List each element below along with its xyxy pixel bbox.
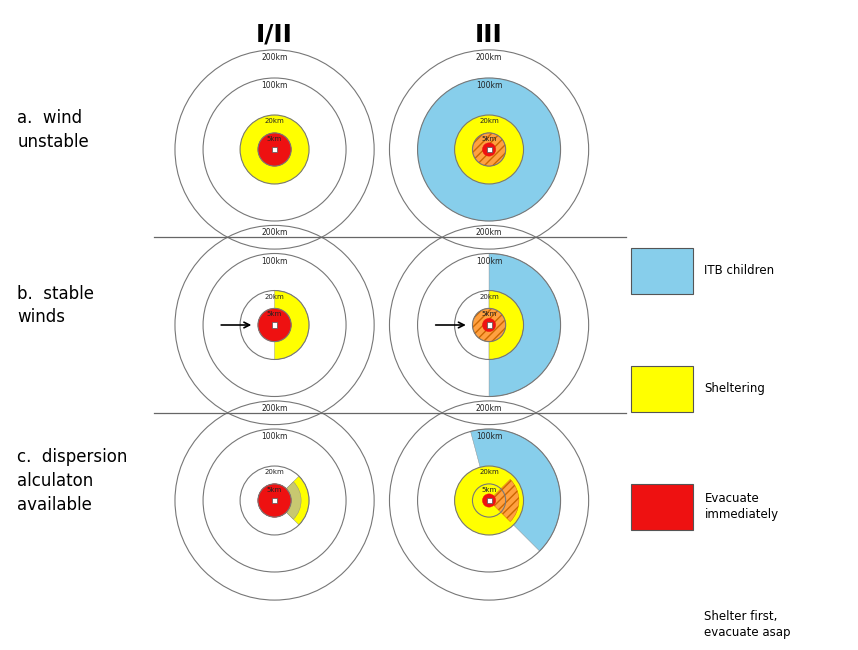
Circle shape [482,143,496,156]
Bar [272,147,277,152]
Circle shape [258,308,291,342]
Text: III: III [475,23,503,47]
Wedge shape [275,476,309,525]
Text: I/II: I/II [257,23,293,47]
Circle shape [455,466,523,535]
FancyBboxPatch shape [631,484,693,530]
Circle shape [418,78,560,221]
Text: 200km: 200km [262,228,287,237]
FancyBboxPatch shape [631,602,693,648]
Text: 5km: 5km [481,311,497,317]
Wedge shape [489,479,519,522]
Text: 20km: 20km [479,118,499,124]
Text: 20km: 20km [479,294,499,300]
Text: 5km: 5km [267,136,282,142]
Text: 200km: 200km [476,53,502,62]
Text: 200km: 200km [262,53,287,62]
Text: 20km: 20km [264,294,285,300]
Text: b.  stable
winds: b. stable winds [17,285,94,326]
Circle shape [473,133,505,166]
Wedge shape [489,254,560,396]
Text: 100km: 100km [262,257,287,266]
Circle shape [258,484,291,517]
Circle shape [482,318,496,332]
Text: a.  wind
unstable: a. wind unstable [17,109,89,151]
FancyBboxPatch shape [631,248,693,294]
Text: 100km: 100km [476,257,502,266]
Text: 5km: 5km [267,311,282,317]
Text: 5km: 5km [267,487,282,493]
Text: 5km: 5km [481,136,497,142]
Text: 100km: 100km [262,81,287,90]
FancyBboxPatch shape [631,365,693,412]
Wedge shape [275,482,301,519]
Text: Shelter first,
evacuate asap: Shelter first, evacuate asap [704,610,791,640]
Bar [272,322,277,328]
Text: 200km: 200km [262,404,287,413]
Text: 100km: 100km [262,432,287,441]
Circle shape [455,115,523,184]
Circle shape [258,484,291,517]
Text: Evacuate
immediately: Evacuate immediately [704,492,778,521]
Circle shape [473,308,505,342]
Text: 20km: 20km [264,469,285,475]
Wedge shape [489,291,523,359]
Text: 100km: 100km [476,81,502,90]
Circle shape [482,494,496,507]
Circle shape [240,115,309,184]
Text: 5km: 5km [481,487,497,493]
Text: 100km: 100km [476,432,502,441]
Wedge shape [470,429,560,551]
Text: ITB children: ITB children [704,265,775,278]
Bar [486,322,492,328]
Text: 20km: 20km [479,469,499,475]
Text: Sheltering: Sheltering [704,382,765,395]
Bar [486,147,492,152]
Text: 200km: 200km [476,228,502,237]
Text: c.  dispersion
alculaton
available: c. dispersion alculaton available [17,448,128,514]
Circle shape [258,133,291,166]
Text: 20km: 20km [264,118,285,124]
Wedge shape [275,291,309,359]
Text: 200km: 200km [476,404,502,413]
Bar [272,498,277,503]
Bar [486,498,492,503]
